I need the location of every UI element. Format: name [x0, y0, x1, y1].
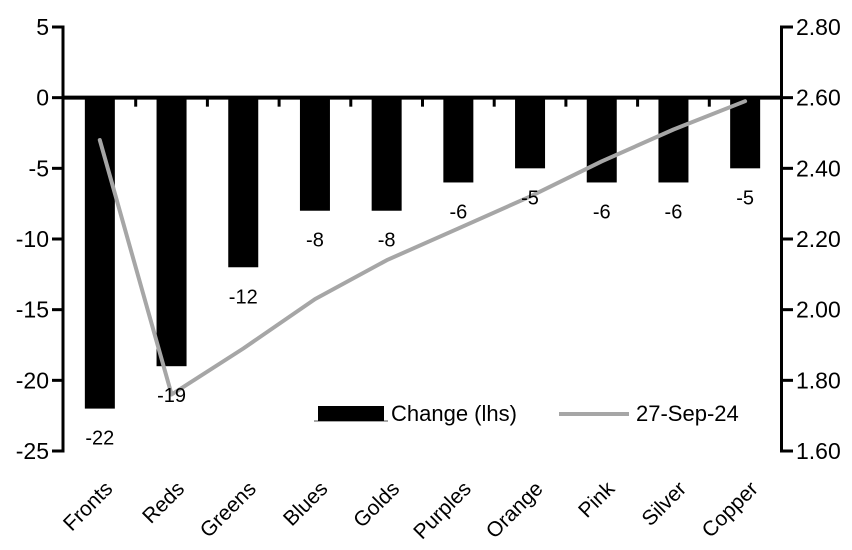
legend-line-swatch [559, 412, 629, 416]
category-label-reds: Reds [138, 477, 189, 528]
left-axis-tick-label: -10 [16, 226, 49, 252]
legend-label-change-lhs: Change (lhs) [391, 401, 517, 426]
bar-value-label: -19 [157, 385, 186, 407]
legend-bar-swatch-underline [314, 420, 388, 422]
bar-blues [299, 97, 330, 211]
bar-fronts [84, 97, 115, 409]
left-axis-tick-label: 0 [36, 85, 49, 111]
right-axis-tick-label: 2.80 [796, 14, 841, 40]
left-axis-tick-label: -25 [16, 438, 49, 464]
bar-golds [371, 97, 402, 211]
left-axis-tick-label: -5 [29, 155, 49, 181]
bar-value-label: -5 [521, 187, 539, 209]
right-axis-tick-label: 2.60 [796, 85, 841, 111]
category-label-pink: Pink [574, 477, 620, 523]
category-label-golds: Golds [349, 477, 404, 532]
legend-bar-swatch [318, 406, 384, 421]
category-label-silver: Silver [638, 477, 691, 530]
bar-copper [730, 97, 761, 169]
category-label-orange: Orange [482, 477, 548, 543]
bar-value-label: -12 [229, 286, 258, 308]
category-label-greens: Greens [196, 477, 261, 542]
bar-purples [443, 97, 474, 183]
right-axis-tick-label: 2.00 [796, 297, 841, 323]
bar-value-label: -8 [378, 230, 396, 252]
bar-greens [228, 97, 259, 268]
category-label-fronts: Fronts [59, 477, 117, 535]
left-axis-tick-label: 5 [36, 14, 49, 40]
right-axis-tick-label: 1.80 [796, 367, 841, 393]
bar-value-label: -6 [449, 201, 467, 223]
line-series-27-sep-24 [97, 99, 748, 397]
bar-value-label: -6 [665, 201, 683, 223]
bar-value-label: -5 [736, 187, 754, 209]
bar-reds [156, 97, 187, 367]
bar-value-label: -22 [85, 428, 114, 450]
right-axis-tick-label: 2.40 [796, 155, 841, 181]
legend-label-27-sep-24: 27-Sep-24 [636, 401, 739, 426]
bar-silver [658, 97, 689, 183]
bar-value-label: -8 [306, 230, 324, 252]
bar-orange [515, 97, 546, 169]
bar-pink [586, 97, 617, 183]
left-axis-tick-label: -15 [16, 297, 49, 323]
category-label-blues: Blues [279, 477, 332, 530]
right-axis-tick-label: 2.20 [796, 226, 841, 252]
bar-value-label: -6 [593, 201, 611, 223]
right-axis-tick-label: 1.60 [796, 438, 841, 464]
category-label-copper: Copper [698, 477, 763, 542]
category-label-purples: Purples [409, 477, 476, 544]
left-axis-tick-label: -20 [16, 367, 49, 393]
